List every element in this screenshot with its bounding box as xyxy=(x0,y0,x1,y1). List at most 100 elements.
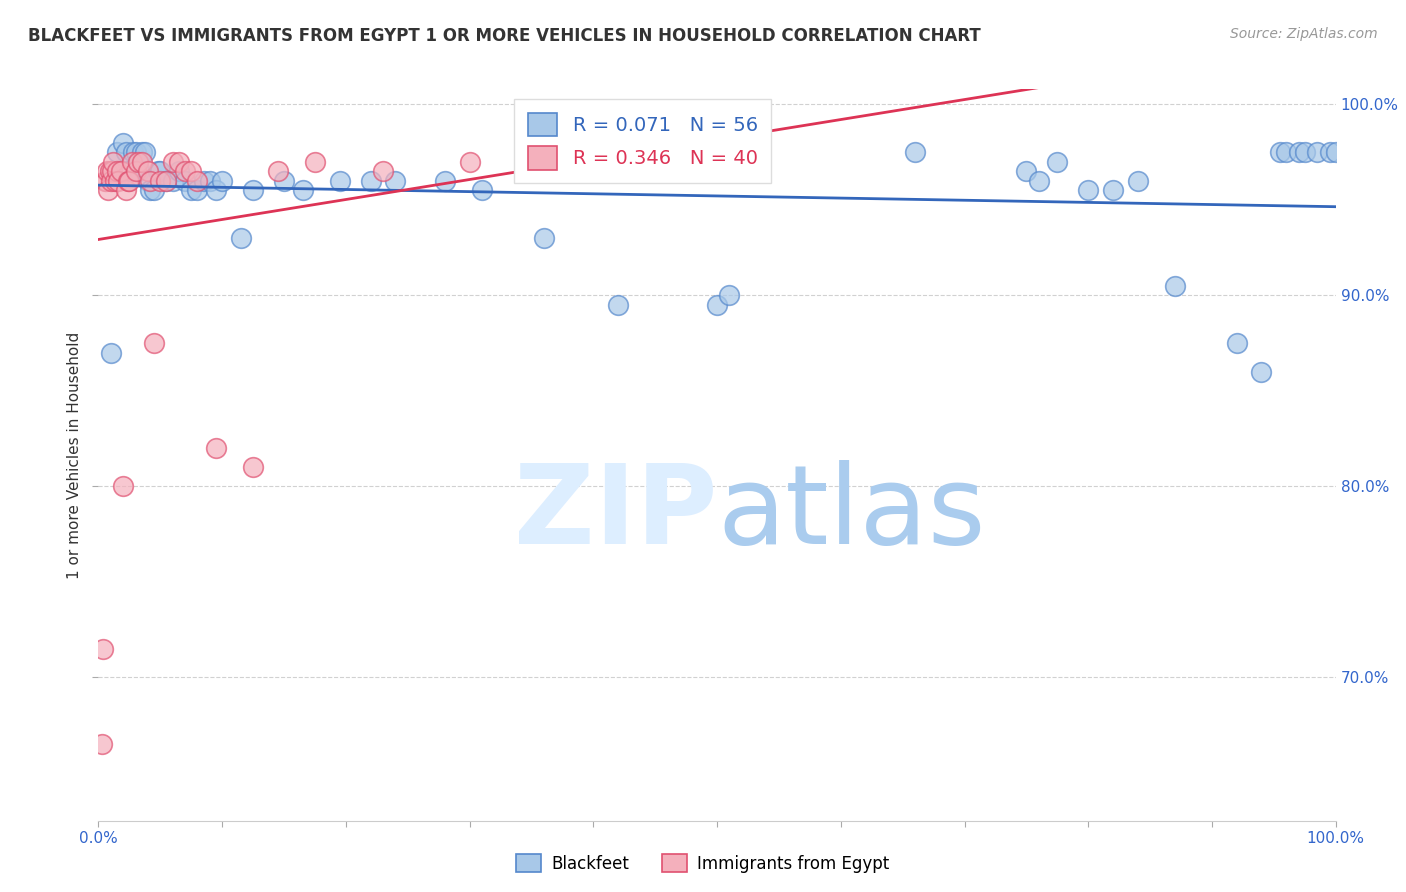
Point xyxy=(273,174,295,188)
Point xyxy=(155,174,177,188)
Point xyxy=(186,174,208,188)
Point xyxy=(1164,279,1187,293)
Point xyxy=(229,231,252,245)
Text: BLACKFEET VS IMMIGRANTS FROM EGYPT 1 OR MORE VEHICLES IN HOUSEHOLD CORRELATION C: BLACKFEET VS IMMIGRANTS FROM EGYPT 1 OR … xyxy=(28,27,981,45)
Text: Source: ZipAtlas.com: Source: ZipAtlas.com xyxy=(1230,27,1378,41)
Point xyxy=(205,183,228,197)
Point xyxy=(100,345,122,359)
Point xyxy=(143,336,166,351)
Point xyxy=(117,174,139,188)
Legend: Blackfeet, Immigrants from Egypt: Blackfeet, Immigrants from Egypt xyxy=(509,847,897,880)
Point xyxy=(1226,336,1249,351)
Point xyxy=(626,145,648,160)
Point xyxy=(174,174,197,188)
Point xyxy=(1126,174,1149,188)
Point xyxy=(136,164,159,178)
Point xyxy=(242,183,264,197)
Point xyxy=(1102,183,1125,197)
Point xyxy=(143,183,166,197)
Point xyxy=(114,145,136,160)
Point xyxy=(127,154,149,169)
Point xyxy=(1275,145,1298,160)
Point xyxy=(91,737,114,751)
Text: atlas: atlas xyxy=(717,460,986,567)
Point xyxy=(198,174,221,188)
Point xyxy=(1046,154,1069,169)
Point xyxy=(118,164,141,178)
Point xyxy=(1015,164,1038,178)
Point xyxy=(180,183,202,197)
Point xyxy=(1268,145,1291,160)
Point xyxy=(471,183,494,197)
Point xyxy=(1306,145,1329,160)
Point xyxy=(1250,365,1272,379)
Point xyxy=(131,154,153,169)
Point xyxy=(97,183,120,197)
Point xyxy=(110,164,132,178)
Point xyxy=(384,174,406,188)
Point xyxy=(706,145,728,160)
Point xyxy=(186,183,208,197)
Point xyxy=(122,145,145,160)
Point xyxy=(167,164,190,178)
Point xyxy=(162,174,184,188)
Text: ZIP: ZIP xyxy=(513,460,717,567)
Point xyxy=(134,145,156,160)
Point xyxy=(105,164,128,178)
Point xyxy=(94,174,117,188)
Point xyxy=(139,183,162,197)
Point xyxy=(128,164,150,178)
Point xyxy=(360,174,382,188)
Point xyxy=(1288,145,1310,160)
Point xyxy=(114,183,136,197)
Point xyxy=(433,174,456,188)
Point xyxy=(146,164,169,178)
Point xyxy=(96,164,118,178)
Point xyxy=(1319,145,1341,160)
Point xyxy=(242,460,264,475)
Point xyxy=(904,145,927,160)
Point xyxy=(167,154,190,169)
Y-axis label: 1 or more Vehicles in Household: 1 or more Vehicles in Household xyxy=(66,331,82,579)
Point xyxy=(205,442,228,456)
Point xyxy=(103,154,125,169)
Point xyxy=(103,174,125,188)
Point xyxy=(267,164,290,178)
Point xyxy=(124,164,146,178)
Point xyxy=(121,154,143,169)
Point xyxy=(149,164,172,178)
Point xyxy=(291,183,314,197)
Point xyxy=(155,174,177,188)
Point xyxy=(533,231,555,245)
Point xyxy=(718,288,741,302)
Point xyxy=(101,164,124,178)
Point xyxy=(458,154,481,169)
Point xyxy=(112,136,135,150)
Legend: R = 0.071   N = 56, R = 0.346   N = 40: R = 0.071 N = 56, R = 0.346 N = 40 xyxy=(515,99,772,184)
Point xyxy=(131,145,153,160)
Point xyxy=(107,174,129,188)
Point xyxy=(98,164,121,178)
Point xyxy=(112,479,135,493)
Point xyxy=(706,298,728,312)
Point xyxy=(93,174,115,188)
Point xyxy=(149,174,172,188)
Point xyxy=(93,641,115,656)
Point xyxy=(193,174,215,188)
Point xyxy=(139,174,162,188)
Point xyxy=(118,174,141,188)
Point xyxy=(100,174,122,188)
Point xyxy=(124,145,146,160)
Point xyxy=(105,145,128,160)
Point xyxy=(304,154,326,169)
Point xyxy=(607,298,630,312)
Point xyxy=(180,164,202,178)
Point xyxy=(1028,174,1050,188)
Point xyxy=(174,164,197,178)
Point xyxy=(211,174,233,188)
Point xyxy=(162,154,184,169)
Point xyxy=(136,174,159,188)
Point xyxy=(127,154,149,169)
Point xyxy=(1294,145,1316,160)
Point xyxy=(1077,183,1099,197)
